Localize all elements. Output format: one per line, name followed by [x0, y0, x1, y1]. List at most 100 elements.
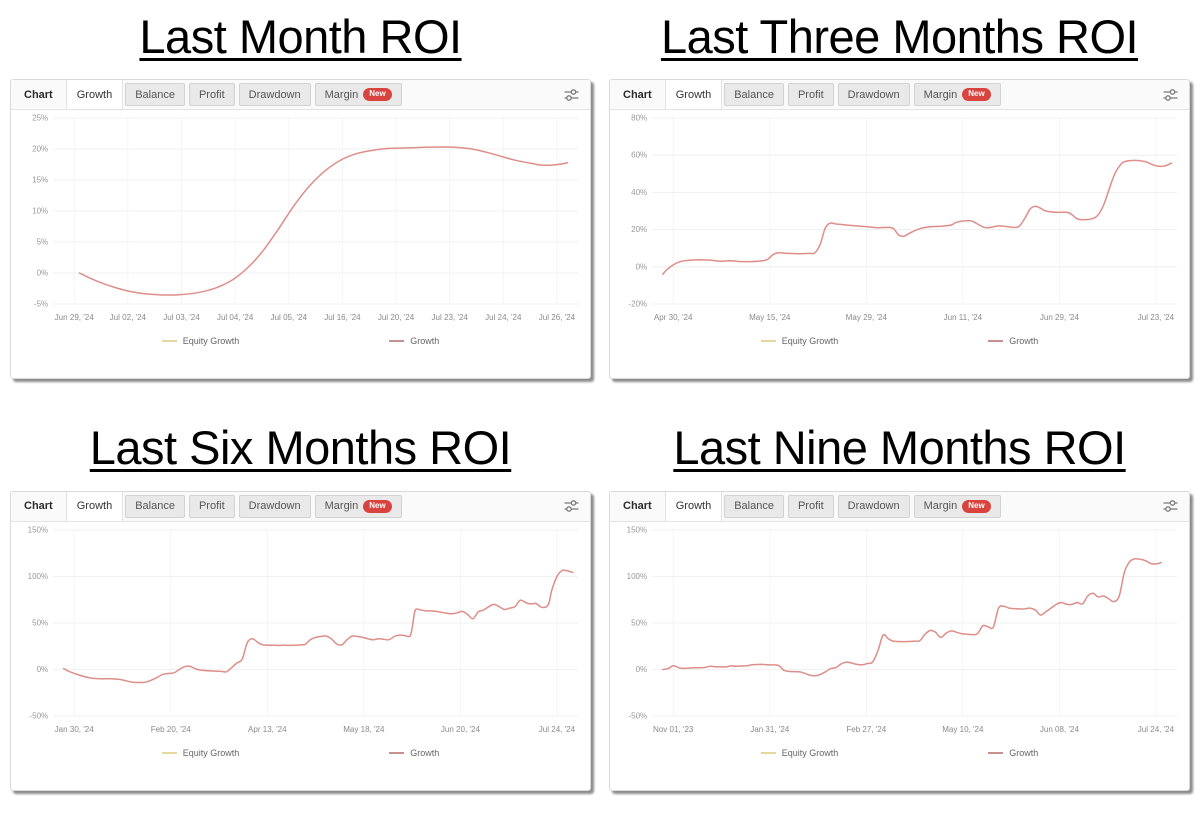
chart-settings-button[interactable]	[553, 492, 590, 521]
chart-tabbar: Chart Growth Balance Profit Drawdown Mar…	[610, 491, 1189, 522]
tab-margin[interactable]: Margin New	[913, 83, 1001, 107]
svg-text:Jun 20, '24: Jun 20, '24	[441, 725, 481, 734]
new-badge: New	[363, 499, 392, 513]
svg-text:0%: 0%	[37, 665, 49, 674]
chart-settings-button[interactable]	[1152, 492, 1189, 521]
legend-equity-growth[interactable]: Equity Growth	[760, 336, 839, 347]
svg-text:Feb 27, '24: Feb 27, '24	[846, 725, 887, 734]
svg-text:40%: 40%	[631, 188, 647, 197]
legend-growth-label: Growth	[1009, 336, 1039, 347]
svg-text:-50%: -50%	[29, 711, 48, 720]
panel-title: Last Three Months ROI	[660, 10, 1139, 63]
chart-tabbar: Chart Growth Balance Profit Drawdown Mar…	[610, 80, 1189, 111]
tab-growth[interactable]: Growth	[664, 491, 723, 521]
growth-chart-plot: Apr 30, '24 May 15, '24 May 29, '24 Jun 11,…	[628, 114, 1177, 322]
tab-chart[interactable]: Chart	[24, 500, 53, 513]
equity-growth-swatch	[760, 751, 776, 754]
legend-equity-growth[interactable]: Equity Growth	[161, 336, 240, 347]
svg-text:Jul 02, '24: Jul 02, '24	[110, 313, 147, 322]
tab-margin-label: Margin	[324, 500, 359, 513]
tab-balance[interactable]: Balance	[125, 494, 185, 518]
chart-card: Chart Growth Balance Profit Drawdown Mar…	[609, 79, 1190, 380]
svg-text:Jun 29, '24: Jun 29, '24	[55, 313, 95, 322]
svg-text:Jun 29, '24: Jun 29, '24	[1040, 313, 1080, 322]
chart-settings-button[interactable]	[553, 80, 590, 109]
legend-equity-label: Equity Growth	[182, 747, 240, 758]
legend-growth[interactable]: Growth	[988, 336, 1038, 346]
growth-swatch	[988, 340, 1004, 343]
sliders-icon	[1163, 88, 1178, 101]
tab-profit[interactable]: Profit	[188, 83, 235, 107]
growth-chart: Jun 29, '24 Jul 02, '24 Jul 03, '24 Jul 04,…	[11, 110, 590, 330]
tabbar-spacer	[404, 80, 553, 109]
legend-equity-growth[interactable]: Equity Growth	[161, 747, 240, 758]
legend-growth[interactable]: Growth	[988, 748, 1038, 758]
legend-equity-growth[interactable]: Equity Growth	[760, 748, 838, 758]
chart-card: Chart Growth Balance Profit Drawdown Mar…	[609, 490, 1190, 791]
tab-drawdown[interactable]: Drawdown	[238, 83, 311, 107]
legend-growth-label: Growth	[410, 747, 440, 758]
svg-text:Jun 08, '24: Jun 08, '24	[1040, 725, 1080, 734]
tab-drawdown[interactable]: Drawdown	[238, 494, 311, 518]
svg-text:-20%: -20%	[628, 300, 647, 309]
tab-profit[interactable]: Profit	[188, 494, 235, 518]
svg-text:Jul 24, '24: Jul 24, '24	[539, 725, 576, 734]
tab-chart[interactable]: Chart	[623, 88, 652, 101]
tab-chart[interactable]: Chart	[623, 500, 652, 513]
svg-text:Jul 03, '24: Jul 03, '24	[163, 313, 200, 322]
svg-text:5%: 5%	[37, 238, 49, 247]
svg-text:100%: 100%	[28, 572, 49, 581]
tab-margin[interactable]: Margin New	[314, 83, 402, 107]
new-badge: New	[962, 499, 991, 513]
svg-text:Jul 26, '24: Jul 26, '24	[539, 313, 576, 322]
tab-profit[interactable]: Profit	[787, 83, 834, 107]
legend-growth[interactable]: Growth	[389, 336, 439, 346]
tab-growth[interactable]: Growth	[65, 80, 124, 110]
tab-balance[interactable]: Balance	[125, 83, 185, 107]
sliders-icon	[564, 500, 579, 513]
growth-chart: Apr 30, '24 May 15, '24 May 29, '24 Jun 11,…	[610, 110, 1189, 330]
new-badge: New	[363, 88, 392, 102]
tab-growth[interactable]: Growth	[65, 491, 124, 521]
svg-text:Jul 23, '24: Jul 23, '24	[431, 313, 468, 322]
svg-text:May 29, '24: May 29, '24	[846, 313, 888, 322]
panel-title: Last Six Months ROI	[89, 421, 512, 475]
chart-settings-button[interactable]	[1152, 80, 1189, 109]
svg-text:Jul 23, '24: Jul 23, '24	[1138, 313, 1175, 322]
svg-text:15%: 15%	[32, 176, 48, 185]
growth-chart: Nov 01, '23 Jan 31, '24 Feb 27, '24 May 10,…	[610, 522, 1189, 742]
svg-text:May 18, '24: May 18, '24	[343, 725, 385, 734]
equity-growth-swatch	[161, 340, 177, 343]
chart-legend: Equity Growth Growth	[610, 332, 1189, 350]
svg-text:Jan 30, '24: Jan 30, '24	[55, 725, 95, 734]
legend-equity-label: Equity Growth	[182, 336, 240, 347]
tab-drawdown[interactable]: Drawdown	[837, 83, 910, 107]
tab-drawdown[interactable]: Drawdown	[837, 494, 910, 518]
tab-chart[interactable]: Chart	[24, 88, 53, 101]
growth-chart: Jan 30, '24 Feb 20, '24 Apr 13, '24 May 18,…	[11, 522, 590, 742]
tab-margin[interactable]: Margin New	[913, 494, 1001, 518]
tab-profit[interactable]: Profit	[787, 494, 834, 518]
tab-balance[interactable]: Balance	[724, 494, 784, 518]
roi-panel: Last Nine Months ROI Chart Growth Balanc…	[609, 419, 1190, 791]
chart-card: Chart Growth Balance Profit Drawdown Mar…	[10, 79, 591, 380]
svg-text:150%: 150%	[627, 525, 648, 534]
svg-text:Jun 11, '24: Jun 11, '24	[944, 313, 983, 322]
svg-text:Jul 04, '24: Jul 04, '24	[217, 313, 254, 322]
svg-text:20%: 20%	[631, 225, 647, 234]
legend-equity-label: Equity Growth	[781, 336, 839, 347]
tab-margin[interactable]: Margin New	[314, 494, 402, 518]
svg-text:Apr 13, '24: Apr 13, '24	[248, 725, 287, 734]
legend-growth[interactable]: Growth	[389, 748, 439, 758]
new-badge: New	[962, 88, 991, 102]
panel-grid: Last Month ROI Chart Growth Balance Prof…	[10, 8, 1190, 791]
growth-swatch	[389, 751, 405, 754]
svg-text:0%: 0%	[37, 269, 49, 278]
svg-text:20%: 20%	[32, 145, 48, 154]
tab-balance[interactable]: Balance	[724, 83, 784, 107]
svg-text:Jul 16, '24: Jul 16, '24	[324, 313, 361, 322]
tab-growth[interactable]: Growth	[664, 80, 723, 110]
svg-text:50%: 50%	[631, 618, 647, 627]
chart-card: Chart Growth Balance Profit Drawdown Mar…	[10, 490, 591, 791]
svg-text:100%: 100%	[627, 572, 648, 581]
